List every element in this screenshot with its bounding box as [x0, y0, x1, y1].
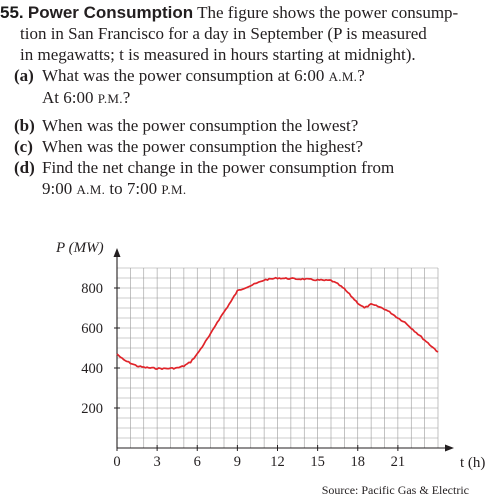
question-c-line-1: When was the power consumption the highe…	[42, 137, 364, 156]
y-axis-label: P (MW)	[55, 240, 104, 256]
x-tick-label: 0	[113, 454, 120, 470]
problem-heading: 55. Power Consumption The figure shows t…	[0, 2, 492, 23]
x-axis-arrow	[445, 444, 454, 452]
problem-title: Power Consumption	[27, 3, 194, 22]
y-axis-arrow	[113, 248, 121, 257]
question-a-line-2: At 6:00 P.M.?	[42, 88, 131, 107]
y-tick-label: 400	[81, 361, 103, 377]
x-axis-label: t (h)	[460, 455, 485, 471]
intro-line-2: tion in San Francisco for a day in Septe…	[20, 24, 427, 43]
question-d-line-2: 9:00 A.M. to 7:00 P.M.	[42, 179, 187, 198]
x-tick-label: 6	[194, 454, 201, 470]
y-tick-label: 600	[81, 321, 103, 337]
question-d-line-1: Find the net change in the power consump…	[42, 158, 395, 177]
x-tick-label: 21	[391, 454, 406, 470]
power-consumption-line	[116, 276, 439, 371]
question-b-line-1: When was the power consumption the lowes…	[42, 116, 359, 135]
y-tick-label: 200	[81, 401, 103, 417]
part-label-b: (b)	[14, 116, 35, 135]
source-note: Source: Pacific Gas & Electric	[321, 483, 469, 497]
x-tick-label: 18	[351, 454, 366, 470]
x-tick-label: 3	[154, 454, 161, 470]
question-a: (a) What was the power consumption at 6:0…	[0, 65, 492, 109]
problem-text: 55. Power Consumption The figure shows t…	[0, 2, 492, 200]
question-b: (b) When was the power consumption the lo…	[0, 115, 492, 136]
question-c: (c) When was the power consumption the hi…	[0, 136, 492, 157]
chart-tick-labels: 0 3 6 9 12 15 18 21 200 400 600 800	[81, 281, 405, 470]
power-consumption-chart: 0 3 6 9 12 15 18 21 200 400 600 800 P (MW) t (h)	[55, 240, 485, 471]
part-label-d: (d)	[14, 158, 35, 177]
part-label-a: (a)	[14, 66, 34, 85]
question-a-line-1: What was the power consumption at 6:00 A…	[42, 66, 365, 85]
y-tick-label: 800	[81, 281, 103, 297]
problem-number: 55.	[0, 3, 24, 22]
x-tick-label: 9	[234, 454, 241, 470]
chart-axes	[113, 248, 454, 452]
part-label-c: (c)	[14, 137, 33, 156]
x-tick-label: 12	[270, 454, 285, 470]
intro-line-1: The figure shows the power consump-	[197, 3, 459, 22]
x-tick-label: 15	[310, 454, 325, 470]
question-d: (d) Find the net change in the power cons…	[0, 157, 492, 200]
chart-grid	[116, 267, 439, 449]
intro-line-3: in megawatts; t is measured in hours sta…	[20, 45, 416, 64]
